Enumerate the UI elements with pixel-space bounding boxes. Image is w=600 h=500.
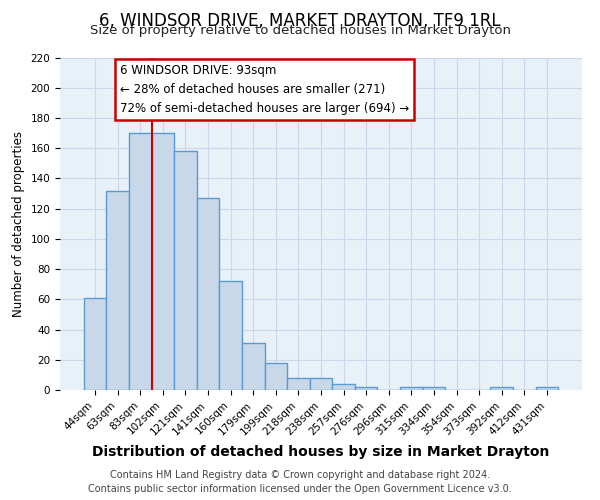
Bar xyxy=(310,378,332,390)
Text: 6 WINDSOR DRIVE: 93sqm
← 28% of detached houses are smaller (271)
72% of semi-de: 6 WINDSOR DRIVE: 93sqm ← 28% of detached… xyxy=(120,64,409,115)
Bar xyxy=(287,378,310,390)
Bar xyxy=(422,387,445,390)
Bar xyxy=(265,363,287,390)
Text: Size of property relative to detached houses in Market Drayton: Size of property relative to detached ho… xyxy=(89,24,511,37)
Bar xyxy=(242,343,265,390)
Bar xyxy=(536,387,558,390)
Text: 6, WINDSOR DRIVE, MARKET DRAYTON, TF9 1RL: 6, WINDSOR DRIVE, MARKET DRAYTON, TF9 1R… xyxy=(99,12,501,30)
X-axis label: Distribution of detached houses by size in Market Drayton: Distribution of detached houses by size … xyxy=(92,445,550,459)
Bar xyxy=(355,387,377,390)
Bar xyxy=(220,281,242,390)
Text: Contains HM Land Registry data © Crown copyright and database right 2024.
Contai: Contains HM Land Registry data © Crown c… xyxy=(88,470,512,494)
Bar xyxy=(84,298,106,390)
Bar xyxy=(106,190,129,390)
Y-axis label: Number of detached properties: Number of detached properties xyxy=(12,130,25,317)
Bar xyxy=(197,198,220,390)
Bar xyxy=(129,133,152,390)
Bar xyxy=(174,151,197,390)
Bar xyxy=(490,387,513,390)
Bar xyxy=(332,384,355,390)
Bar xyxy=(152,133,174,390)
Bar xyxy=(400,387,422,390)
